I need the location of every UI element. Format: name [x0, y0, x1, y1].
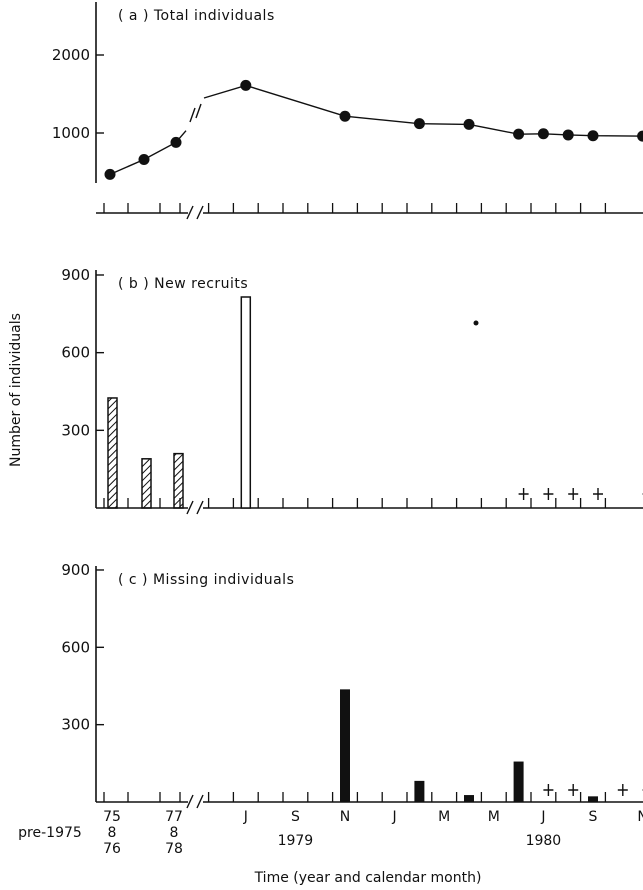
- panel-b-plus-marker: [593, 488, 603, 500]
- panel-a-point: [637, 130, 643, 142]
- panel-a-point: [413, 118, 425, 130]
- panel-b-y-tick-label: 300: [61, 421, 90, 439]
- panel-a-y-tick-label: 1000: [52, 124, 90, 142]
- x-label-pre-year-end: 78: [165, 841, 183, 857]
- x-label-month: S: [291, 809, 300, 825]
- panel-a-point: [138, 154, 150, 166]
- x-label-month: N: [637, 809, 643, 825]
- panel-a-point: [562, 129, 574, 141]
- panel-c-bar: [414, 780, 425, 803]
- panel-b-bar: [240, 296, 252, 509]
- panel-b-y-tick-label: 600: [61, 344, 90, 362]
- panel-c-plus-marker: [568, 784, 579, 796]
- panel-a-point: [537, 128, 549, 140]
- x-label-month: J: [540, 809, 545, 825]
- panel-a-point: [339, 110, 351, 122]
- panel-c-plus-marker: [617, 784, 628, 796]
- x-label-month: S: [589, 809, 598, 825]
- x-label-year: 1979: [278, 833, 314, 849]
- panel-b-hatched-bar: [107, 397, 118, 509]
- panel-a-point: [463, 118, 475, 130]
- panel-b-plus-marker: [518, 488, 529, 500]
- x-label-pre-year-end: 76: [103, 841, 121, 857]
- panel-c-bar: [340, 689, 350, 803]
- panel-a-point: [587, 130, 599, 142]
- panel-c-y-tick-label: 300: [61, 716, 90, 734]
- y-axis-title: Number of individuals: [8, 313, 24, 467]
- panel-b-plus-marker: [568, 488, 579, 500]
- panel-b-plus-marker: [543, 488, 554, 500]
- x-label-month: J: [243, 809, 248, 825]
- panel-c-title: ( c ) Missing individuals: [118, 572, 294, 588]
- panel-a-pre-line: [109, 130, 187, 175]
- x-label-pre-amp: 8: [170, 825, 179, 841]
- panel-b-title: ( b ) New recruits: [118, 276, 248, 292]
- panel-a-point: [240, 79, 252, 91]
- panel-c-plus-marker: [543, 784, 554, 796]
- x-label-pre-year-start: 77: [165, 809, 183, 825]
- panel-b-hatched-bar: [173, 452, 184, 509]
- x-label-pre-year-start: 75: [103, 809, 121, 825]
- panel-c-bar: [513, 761, 524, 803]
- panel-a-point: [104, 168, 116, 180]
- panel-a-y-tick-label: 2000: [52, 46, 90, 64]
- panel-c-bar: [588, 796, 598, 803]
- panel-c-bar: [464, 795, 474, 803]
- x-label-month: M: [488, 809, 500, 825]
- x-label-month: J: [392, 809, 397, 825]
- panel-b-y-tick-label: 900: [61, 266, 90, 284]
- panel-b-speck: [473, 320, 479, 326]
- panel-a-point: [170, 136, 182, 148]
- x-axis-title: Time (year and calendar month): [254, 870, 482, 886]
- panel-a-axis-break: [186, 205, 204, 220]
- x-label-pre-amp: 8: [108, 825, 117, 841]
- panel-b-axis-break: [186, 500, 204, 515]
- x-label-pre-1975: pre-1975: [18, 825, 82, 841]
- panel-a-title: ( a ) Total individuals: [118, 8, 275, 24]
- x-label-month: M: [438, 809, 450, 825]
- panel-c-y-tick-label: 900: [61, 561, 90, 579]
- panel-c-axis-break: [186, 794, 204, 809]
- panel-c-y-tick-label: 600: [61, 638, 90, 656]
- panel-a-point: [513, 128, 525, 140]
- panel-a-series-line: [203, 84, 643, 137]
- panel-a-line-break: [189, 103, 202, 123]
- x-label-year: 1980: [526, 833, 562, 849]
- x-label-month: N: [340, 809, 350, 825]
- panel-b-hatched-bar: [141, 458, 152, 509]
